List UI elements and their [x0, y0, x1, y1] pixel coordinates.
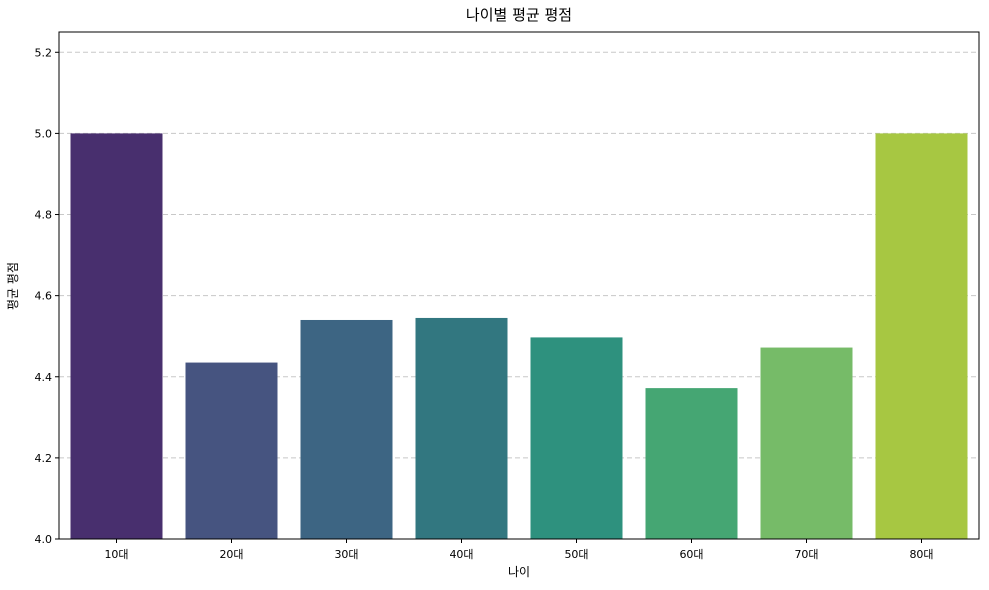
y-axis: 4.0 4.2 4.4 4.6 4.8 5.0 5.2 [35, 46, 59, 546]
y-axis-label: 평균 평점 [6, 262, 20, 310]
x-tick-label: 60대 [679, 548, 703, 561]
bar-4 [415, 317, 508, 539]
y-tick-label: 5.2 [35, 46, 53, 59]
x-tick-label: 80대 [909, 548, 933, 561]
y-tick-label: 4.2 [35, 452, 53, 465]
chart-title: 나이별 평균 평점 [466, 6, 572, 24]
plot-frame [58, 31, 980, 540]
y-tick-label: 4.8 [35, 209, 53, 222]
bar-2 [185, 362, 278, 539]
y-tick-label: 4.0 [35, 533, 53, 546]
bar-7 [760, 347, 853, 539]
x-tick-label: 70대 [794, 548, 818, 561]
x-tick-label: 50대 [564, 548, 588, 561]
x-tick-label: 30대 [334, 548, 358, 561]
x-tick-label: 40대 [449, 548, 473, 561]
x-axis: 10대 20대 30대 40대 50대 60대 70대 80대 [104, 539, 934, 561]
x-axis-label: 나이 [508, 565, 530, 579]
y-tick-label: 5.0 [35, 127, 53, 140]
x-tick-label: 10대 [104, 548, 128, 561]
bar-3 [300, 319, 393, 539]
y-tick-label: 4.4 [35, 371, 53, 384]
bar-5 [530, 337, 623, 539]
bar-6 [645, 388, 738, 539]
bar-1 [70, 133, 163, 539]
x-tick-label: 20대 [219, 548, 243, 561]
bar-8 [875, 133, 968, 539]
bars [70, 133, 968, 539]
y-tick-label: 4.6 [35, 290, 53, 303]
